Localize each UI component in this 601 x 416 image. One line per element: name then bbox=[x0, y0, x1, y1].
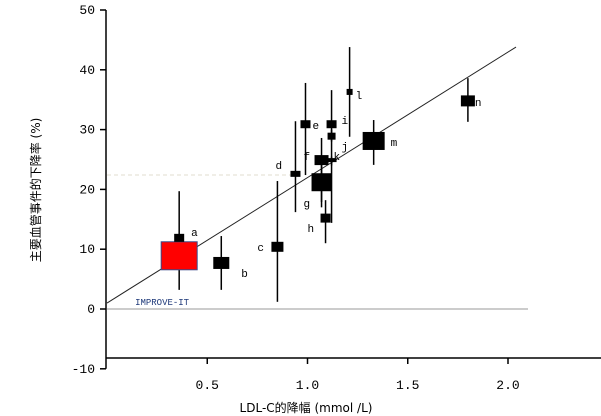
y-tick-label: 30 bbox=[79, 123, 95, 138]
x-tick-label: 0.5 bbox=[196, 378, 219, 393]
marker-n bbox=[460, 95, 475, 107]
marker-j bbox=[327, 132, 336, 140]
marker-g bbox=[311, 173, 332, 192]
point-label-m: m bbox=[391, 138, 398, 150]
marker-c bbox=[271, 241, 284, 252]
point-label-n: n bbox=[475, 98, 482, 110]
x-axis-label: LDL-C的降幅 (mmol /L) bbox=[240, 400, 373, 415]
x-tick-label: 1.0 bbox=[296, 378, 319, 393]
improve-it-label: IMPROVE-IT bbox=[135, 298, 190, 308]
marker-l bbox=[346, 88, 353, 95]
marker-k bbox=[326, 158, 337, 163]
y-axis-label: 主要血管事件的下降率 (%) bbox=[28, 118, 43, 263]
point-label-d: d bbox=[275, 161, 282, 173]
y-tick-label: 0 bbox=[87, 302, 95, 317]
x-tick-label: 1.5 bbox=[396, 378, 419, 393]
axes: -10 0 10 20 30 40 50 0.5 1.0 1.5 2.0 bbox=[72, 3, 601, 393]
point-label-i: i bbox=[342, 116, 349, 128]
x-tick-label: 2.0 bbox=[496, 378, 519, 393]
y-tick-label: 20 bbox=[79, 182, 95, 197]
point-label-h: h bbox=[308, 224, 315, 236]
point-label-c: c bbox=[257, 243, 264, 255]
marker-a bbox=[174, 233, 185, 242]
y-tick-label: 50 bbox=[79, 3, 95, 18]
y-tick-label: 40 bbox=[79, 63, 95, 78]
y-tick-label: -10 bbox=[72, 362, 95, 377]
point-label-e: e bbox=[312, 121, 319, 133]
improve-it-marker bbox=[160, 241, 198, 271]
point-label-j: j bbox=[342, 142, 349, 154]
marker-e bbox=[300, 120, 311, 129]
y-tick-label: 10 bbox=[79, 242, 95, 257]
marker-d bbox=[290, 170, 301, 177]
marks: IMPROVE-IT a b c d e f g h i jk l m n bbox=[106, 46, 528, 310]
marker-h bbox=[320, 213, 331, 223]
marker-m bbox=[362, 131, 385, 150]
point-label-l: l bbox=[356, 91, 363, 103]
point-label-b: b bbox=[241, 269, 248, 281]
point-label-f: f bbox=[304, 152, 311, 164]
point-label-a: a bbox=[191, 228, 198, 240]
point-label-k: k bbox=[334, 152, 341, 164]
marker-i bbox=[326, 120, 337, 129]
marker-b bbox=[213, 256, 230, 269]
point-label-g: g bbox=[304, 199, 311, 211]
